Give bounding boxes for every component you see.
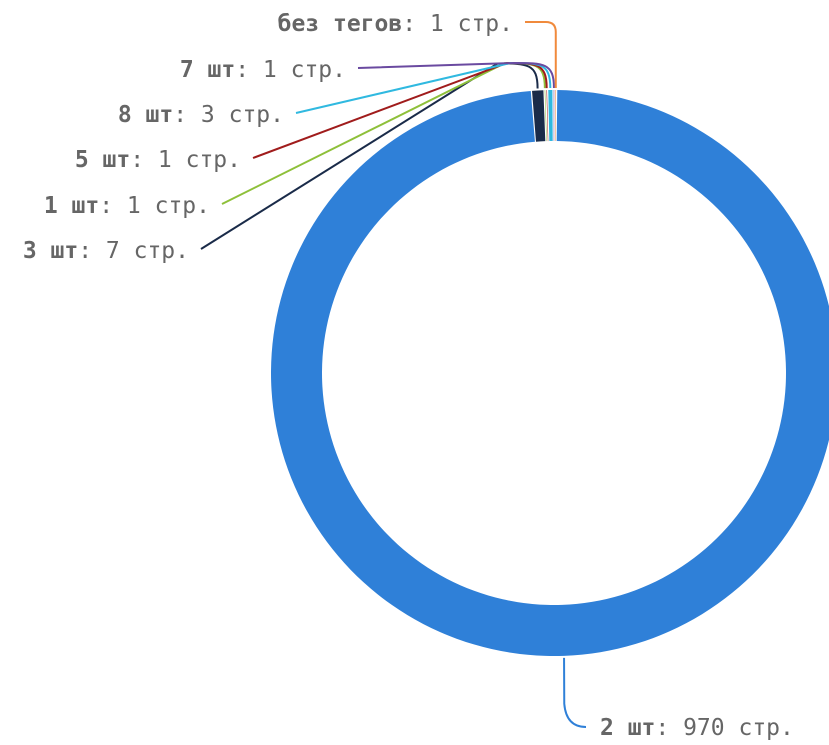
slice-label-7: без тегов: 1 стр. [278,11,513,37]
slice-4[interactable] [546,90,549,142]
slice-label-6: 7 шт: 1 стр. [180,57,346,83]
slice-label-4: 5 шт: 1 стр. [75,147,241,173]
slice-7[interactable] [555,90,557,142]
slice-label-value: : 970 стр. [655,715,793,741]
slice-label-name: 7 шт [180,57,235,83]
slice-label-name: 2 шт [600,715,655,741]
slice-label-name: 3 шт [23,238,78,264]
donut-slices [271,90,829,656]
slice-label-value: : 1 стр. [402,11,513,37]
slice-label-value: : 1 стр. [99,193,210,219]
slice-1[interactable] [271,90,829,656]
slice-label-name: 1 шт [44,193,99,219]
slice-label-value: : 1 стр. [235,57,346,83]
slice-label-2: 3 шт: 7 стр. [23,238,189,264]
slice-label-name: 5 шт [75,147,130,173]
slice-5[interactable] [548,90,553,142]
slice-label-value: : 7 стр. [78,238,189,264]
leader-line-6 [357,61,555,89]
slice-label-value: : 3 стр. [173,102,284,128]
slice-6[interactable] [553,90,555,142]
slice-3[interactable] [544,90,547,142]
leader-line-1 [563,657,587,728]
slice-2[interactable] [532,90,546,142]
slice-label-5: 8 шт: 3 стр. [118,102,284,128]
label-leader-lines [200,21,587,728]
slice-label-1: 2 шт: 970 стр. [600,715,794,741]
leader-line-7 [525,21,557,89]
slice-label-name: 8 шт [118,102,173,128]
slice-labels: 2 шт: 970 стр.3 шт: 7 стр.1 шт: 1 стр.5 … [23,11,794,741]
slice-label-name: без тегов [278,11,403,37]
slice-label-3: 1 шт: 1 стр. [44,193,210,219]
slice-label-value: : 1 стр. [130,147,241,173]
